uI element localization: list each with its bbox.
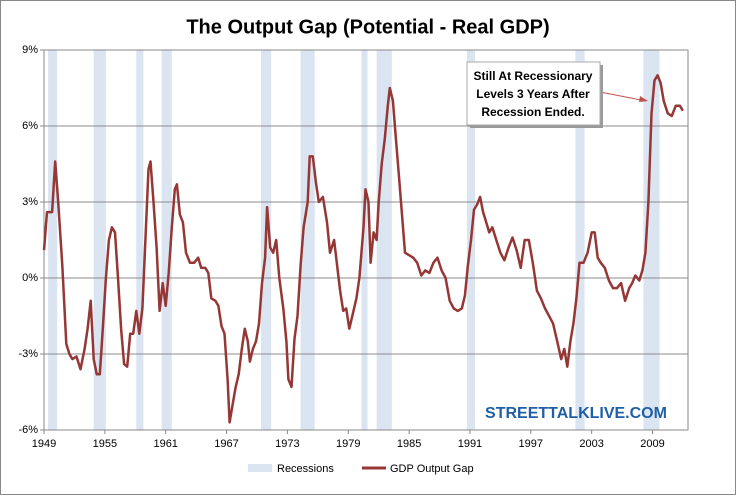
chart-title: The Output Gap (Potential - Real GDP) [186,16,549,38]
y-tick-label: 3% [22,196,38,208]
recession-band [48,50,58,430]
x-tick-label: 1991 [458,438,482,450]
y-tick-label: 9% [22,44,38,56]
recession-band [161,50,172,430]
x-tick-label: 1997 [519,438,543,450]
x-tick-label: 2003 [579,438,603,450]
recession-band [643,50,660,430]
y-tick-label: 6% [22,120,38,132]
x-tick-label: 1955 [93,438,117,450]
recession-band [376,50,392,430]
legend-label: GDP Output Gap [390,463,474,475]
x-tick-label: 1973 [275,438,299,450]
x-tick-label: 1985 [397,438,421,450]
recession-band [575,50,585,430]
y-tick-label: 0% [22,272,38,284]
y-tick-label: -3% [18,348,38,360]
legend-label: Recessions [277,463,334,475]
annotation-box [466,61,601,126]
x-tick-label: 1967 [214,438,238,450]
x-tick-label: 1961 [153,438,177,450]
legend-swatch [248,464,272,472]
y-tick-label: -6% [18,424,38,436]
annotation-text: Still At Recessionary [474,69,593,83]
annotation-text: Recession Ended. [481,105,584,119]
data-line [42,74,684,424]
watermark: STREETTALKLIVE.COM [485,405,667,422]
annotation-text: Levels 3 Years After [476,87,590,101]
recession-band [300,50,315,430]
x-tick-label: 2009 [640,438,664,450]
x-tick-label: 1949 [32,438,56,450]
x-tick-label: 1979 [336,438,360,450]
recession-band [361,50,368,430]
annotation-arrow [599,91,647,102]
recession-band [136,50,144,430]
annotation-arrowhead [639,96,648,102]
